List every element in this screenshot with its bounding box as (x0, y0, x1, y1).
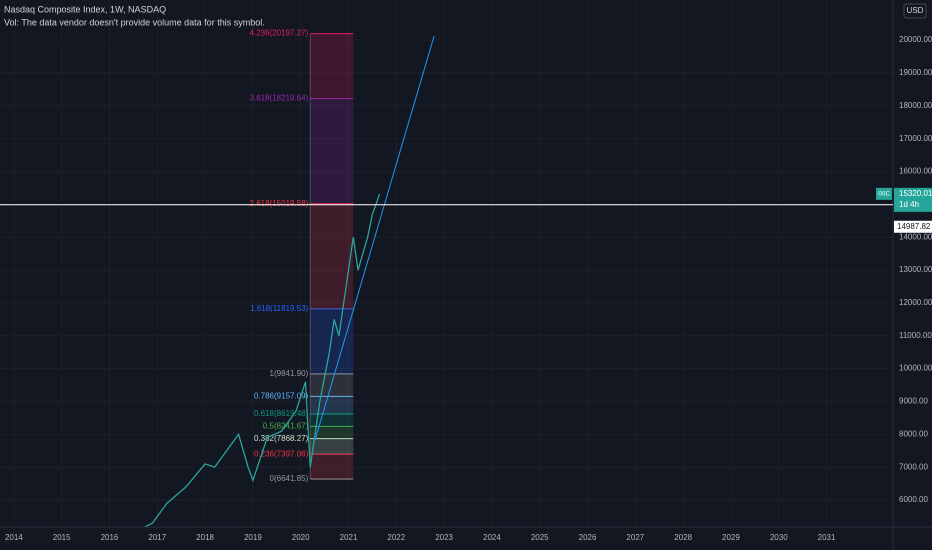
fib-label: 3.618(18219.64) (250, 94, 309, 103)
fib-label: 0.382(7868.27) (254, 434, 309, 443)
x-tick-label: 2014 (5, 533, 23, 542)
fib-band (310, 308, 354, 374)
x-tick-label: 2026 (579, 533, 597, 542)
x-tick-label: 2030 (770, 533, 788, 542)
plot-area: 0(6641.85) 0.236(7397.06) 0.382(7868.27) 0.… (143, 29, 435, 527)
y-tick-label: 20000.00 (899, 35, 932, 44)
y-tick-label: 8000.00 (899, 429, 928, 438)
fib-band (310, 454, 354, 479)
y-tick-label: 19000.00 (899, 68, 932, 77)
fib-band (310, 373, 354, 397)
fib-band (310, 33, 354, 99)
symbol-tag (876, 187, 892, 200)
fib-label: 0.618(8619.48) (254, 409, 309, 418)
x-tick-label: 2025 (531, 533, 549, 542)
y-tick-label: 16000.00 (899, 167, 932, 176)
y-tick-label: 7000.00 (899, 462, 928, 471)
x-tick-label: 2016 (101, 533, 119, 542)
x-tick-label: 2022 (387, 533, 405, 542)
x-tick-label: 2019 (244, 533, 262, 542)
fib-band (310, 98, 354, 204)
fib-label: 0.786(9157.09) (254, 391, 309, 400)
crosshair-tag (894, 220, 932, 233)
x-tick-label: 2020 (292, 533, 310, 542)
y-tick-label: 14000.00 (899, 232, 932, 241)
fib-band (310, 438, 354, 455)
x-tick-label: 2021 (340, 533, 358, 542)
axes: 6000.00 7000.00 8000.00 9000.00 10000.00 1100… (5, 35, 932, 542)
x-tick-label: 2017 (148, 533, 166, 542)
y-tick-label: 13000.00 (899, 265, 932, 274)
fib-band (310, 426, 354, 439)
fib-label: 0(6641.85) (270, 474, 309, 483)
crosshair-price-label: 14987.82 (897, 222, 931, 231)
fib-band (310, 203, 354, 309)
x-tick-label: 2027 (626, 533, 644, 542)
x-tick-label: 2023 (435, 533, 453, 542)
currency-label[interactable]: USD (907, 6, 924, 15)
y-tick-label: 9000.00 (899, 397, 928, 406)
last-price-label: 15320.01 (899, 189, 932, 198)
fib-label: 2.618(15019.58) (250, 199, 309, 208)
y-tick-label: 10000.00 (899, 364, 932, 373)
last-price-tag (894, 187, 932, 212)
y-tick-label: 18000.00 (899, 101, 932, 110)
x-tick-label: 2015 (53, 533, 71, 542)
fib-label: 0.236(7397.06) (254, 449, 309, 458)
y-tick-label: 12000.00 (899, 298, 932, 307)
x-tick-label: 2028 (674, 533, 692, 542)
symbol-label: IXIC (878, 191, 890, 197)
x-tick-label: 2029 (722, 533, 740, 542)
chart-title: Nasdaq Composite Index, 1W, NASDAQ (4, 4, 166, 14)
fib-label: 4.236(20197.27) (250, 29, 309, 38)
fib-label: 1(9841.90) (270, 369, 309, 378)
y-tick-label: 11000.00 (899, 331, 932, 340)
x-tick-label: 2031 (818, 533, 836, 542)
y-tick-label: 6000.00 (899, 495, 928, 504)
fib-label: 1.618(11819.53) (250, 304, 308, 313)
x-tick-label: 2018 (196, 533, 214, 542)
x-tick-label: 2024 (483, 533, 501, 542)
trend-line (314, 35, 435, 441)
chart-subtitle: Vol: The data vendor doesn't provide vol… (4, 17, 265, 27)
currency-button[interactable] (903, 3, 927, 19)
price-line (143, 193, 381, 527)
countdown-label: 1d 4h (899, 200, 919, 209)
fib-band (310, 396, 354, 414)
fib-band (310, 413, 354, 427)
y-tick-label: 17000.00 (899, 134, 932, 143)
